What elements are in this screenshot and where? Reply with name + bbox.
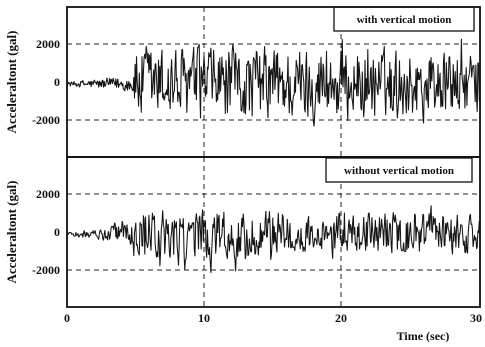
annotation-bottom-box <box>325 157 473 183</box>
annotation-bottom-text: without vertical motion <box>344 165 454 177</box>
xtick-10: 10 <box>198 311 210 325</box>
ytick-top-minus2000: -2000 <box>32 113 60 127</box>
series-top-acceleration <box>66 38 481 127</box>
xtick-20: 20 <box>335 311 347 325</box>
panel-top: with vertical motion 2000 0 -2000 Accele… <box>4 6 481 158</box>
annotation-top: with vertical motion <box>333 6 475 32</box>
xlabel: Time (sec) <box>397 329 450 343</box>
annotation-top-text: with vertical motion <box>357 14 452 26</box>
frame-bottom <box>66 156 481 308</box>
ytick-top-0: 0 <box>54 75 60 89</box>
acceleration-trace-top <box>66 38 481 127</box>
xtick-0: 0 <box>64 311 70 325</box>
annotation-bottom: without vertical motion <box>325 157 473 183</box>
ytick-bottom-minus2000: -2000 <box>32 263 60 277</box>
panel-bottom: without vertical motion 2000 0 -2000 Acc… <box>4 156 481 308</box>
acceleration-trace-bottom <box>66 205 481 273</box>
ytick-top-2000: 2000 <box>36 37 60 51</box>
ytick-bottom-0: 0 <box>54 225 60 239</box>
ytick-bottom-2000: 2000 <box>36 187 60 201</box>
ylabel-top: Acceleraltont (gal) <box>4 31 19 134</box>
xtick-30: 30 <box>470 311 482 325</box>
series-bottom-acceleration <box>66 205 481 273</box>
ylabel-bottom: Acceleraltont (gal) <box>4 181 19 284</box>
